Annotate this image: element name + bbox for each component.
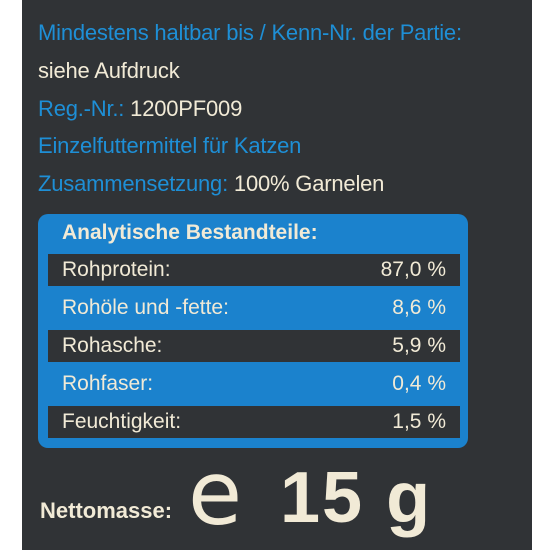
composition-value: 100% Garnelen [233, 171, 385, 196]
analytics-row-label: Feuchtigkeit: [62, 410, 182, 433]
net-mass-label: Nettomasse: [40, 498, 173, 523]
analytics-row: Rohprotein: 87,0 % [48, 254, 460, 286]
product-type: Einzelfuttermittel für Katzen [38, 133, 302, 158]
analytics-row-value: 1,5 % [392, 410, 446, 433]
estimated-sign-icon: e [188, 442, 243, 545]
composition-label: Zusammensetzung: [38, 171, 228, 196]
analytics-row-label: Rohprotein: [62, 258, 171, 281]
analytics-row: Rohöle und -fette: 8,6 % [48, 292, 460, 324]
net-weight: 15 g [280, 458, 433, 538]
best-before-value: siehe Aufdruck [38, 58, 180, 83]
registration-number: 1200PF009 [130, 96, 243, 121]
analytics-row: Rohfaser: 0,4 % [48, 368, 460, 400]
analytics-title: Analytische Bestandteile: [62, 221, 318, 244]
registration-label: Reg.-Nr.: [38, 96, 125, 121]
registration-line: Reg.-Nr.: 1200PF009 [38, 96, 242, 122]
analytics-row-label: Rohasche: [62, 334, 163, 357]
analytics-row-label: Rohfaser: [62, 372, 154, 395]
analytics-row-label: Rohöle und -fette: [62, 296, 229, 319]
analytics-row-value: 87,0 % [380, 258, 446, 281]
analytics-row: Rohasche: 5,9 % [48, 330, 460, 362]
analytics-row-value: 0,4 % [392, 372, 446, 395]
analytics-row-value: 5,9 % [392, 334, 446, 357]
composition-line: Zusammensetzung: 100% Garnelen [38, 171, 384, 197]
best-before-heading: Mindestens haltbar bis / Kenn-Nr. der Pa… [38, 20, 462, 45]
analytics-row-value: 8,6 % [392, 296, 446, 319]
analytics-row: Feuchtigkeit: 1,5 % [48, 406, 460, 438]
